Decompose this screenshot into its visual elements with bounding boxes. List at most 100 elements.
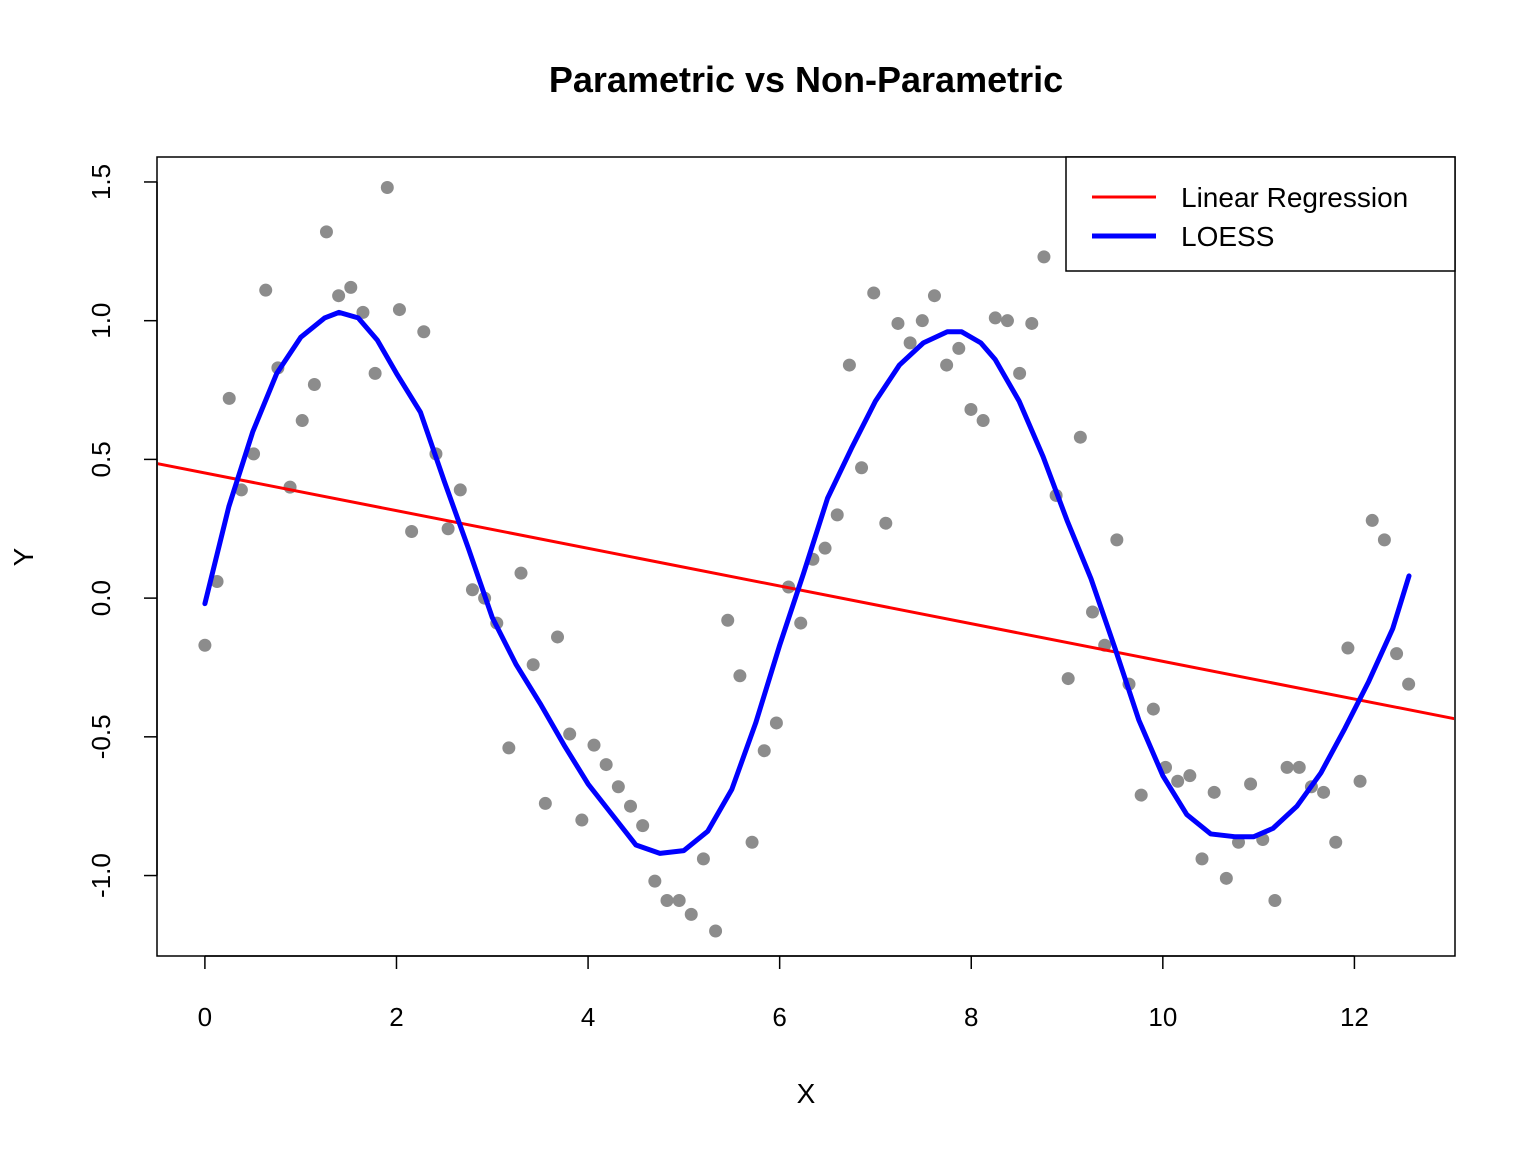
- scatter-points: [198, 181, 1416, 938]
- data-point: [1171, 774, 1185, 788]
- data-point: [855, 461, 869, 475]
- legend: Linear Regression LOESS: [1065, 156, 1456, 272]
- data-point: [1390, 647, 1404, 661]
- data-point: [1037, 250, 1051, 264]
- data-point: [624, 799, 638, 813]
- data-point: [405, 525, 419, 539]
- data-point: [1317, 785, 1331, 799]
- data-point: [1292, 760, 1306, 774]
- y-axis: -1.0 -0.5 0.0 0.5 1.0 1.5: [86, 164, 158, 898]
- data-point: [332, 289, 346, 303]
- data-point: [1329, 835, 1343, 849]
- data-point: [660, 894, 674, 908]
- x-tick-label: 8: [964, 1002, 978, 1032]
- data-point: [952, 341, 966, 355]
- data-point: [1341, 641, 1355, 655]
- data-point: [611, 780, 625, 794]
- data-point: [1073, 430, 1087, 444]
- data-point: [599, 758, 613, 772]
- data-point: [733, 669, 747, 683]
- data-point: [1207, 785, 1221, 799]
- data-point: [502, 741, 516, 755]
- data-point: [1195, 852, 1209, 866]
- x-tick-label: 12: [1340, 1002, 1369, 1032]
- x-axis: 0 2 4 6 8 10 12: [198, 955, 1369, 1032]
- data-point: [1025, 316, 1039, 330]
- data-point: [988, 311, 1002, 325]
- data-point: [1377, 533, 1391, 547]
- data-point: [295, 414, 309, 428]
- data-point: [1134, 788, 1148, 802]
- data-point: [1013, 366, 1027, 380]
- data-point: [721, 613, 735, 627]
- data-point: [757, 744, 771, 758]
- y-tick-label: 0.0: [86, 580, 116, 616]
- data-point: [636, 819, 650, 833]
- data-point: [575, 813, 589, 827]
- data-point: [453, 483, 467, 497]
- data-point: [879, 516, 893, 530]
- data-point: [222, 391, 236, 405]
- data-point: [198, 638, 212, 652]
- data-point: [247, 447, 261, 461]
- data-point: [1086, 605, 1100, 619]
- data-point: [927, 289, 941, 303]
- y-tick-label: -1.0: [86, 853, 116, 898]
- data-point: [392, 303, 406, 317]
- data-point: [465, 583, 479, 597]
- data-point: [842, 358, 856, 372]
- data-point: [794, 616, 808, 630]
- data-point: [903, 336, 917, 350]
- data-point: [259, 283, 273, 297]
- data-point: [210, 574, 224, 588]
- data-point: [307, 377, 321, 391]
- data-point: [538, 796, 552, 810]
- data-point: [1183, 769, 1197, 783]
- data-point: [380, 181, 394, 195]
- data-point: [745, 835, 759, 849]
- data-point: [344, 280, 358, 294]
- data-point: [648, 874, 662, 888]
- chart-title: Parametric vs Non-Parametric: [549, 59, 1063, 100]
- data-point: [368, 366, 382, 380]
- data-point: [830, 508, 844, 522]
- data-point: [1061, 672, 1075, 686]
- data-point: [563, 727, 577, 741]
- legend-box: [1065, 156, 1456, 272]
- data-point: [867, 286, 881, 300]
- data-point: [915, 314, 929, 328]
- data-point: [526, 658, 540, 672]
- data-point: [356, 305, 370, 319]
- data-point: [1110, 533, 1124, 547]
- legend-label-linear: Linear Regression: [1181, 182, 1408, 213]
- data-point: [417, 325, 431, 339]
- linear-regression-line: [158, 462, 1454, 721]
- x-tick-label: 2: [389, 1002, 403, 1032]
- fitted-lines: [158, 309, 1454, 856]
- data-point: [1146, 702, 1160, 716]
- loess-line: [202, 309, 1412, 856]
- data-point: [964, 402, 978, 416]
- data-point: [1365, 513, 1379, 527]
- data-point: [1000, 314, 1014, 328]
- data-point: [818, 541, 832, 555]
- x-tick-label: 4: [581, 1002, 595, 1032]
- data-point: [1402, 677, 1416, 691]
- data-point: [1219, 871, 1233, 885]
- x-tick-label: 10: [1148, 1002, 1177, 1032]
- y-tick-label: 1.5: [86, 164, 116, 200]
- data-point: [587, 738, 601, 752]
- data-point: [940, 358, 954, 372]
- data-point: [441, 522, 455, 536]
- data-point: [891, 316, 905, 330]
- data-point: [319, 225, 333, 239]
- data-point: [696, 852, 710, 866]
- data-point: [769, 716, 783, 730]
- x-tick-label: 0: [198, 1002, 212, 1032]
- data-point: [1353, 774, 1367, 788]
- data-point: [672, 894, 686, 908]
- data-point: [1268, 894, 1282, 908]
- y-axis-label: Y: [8, 547, 39, 566]
- data-point: [551, 630, 565, 644]
